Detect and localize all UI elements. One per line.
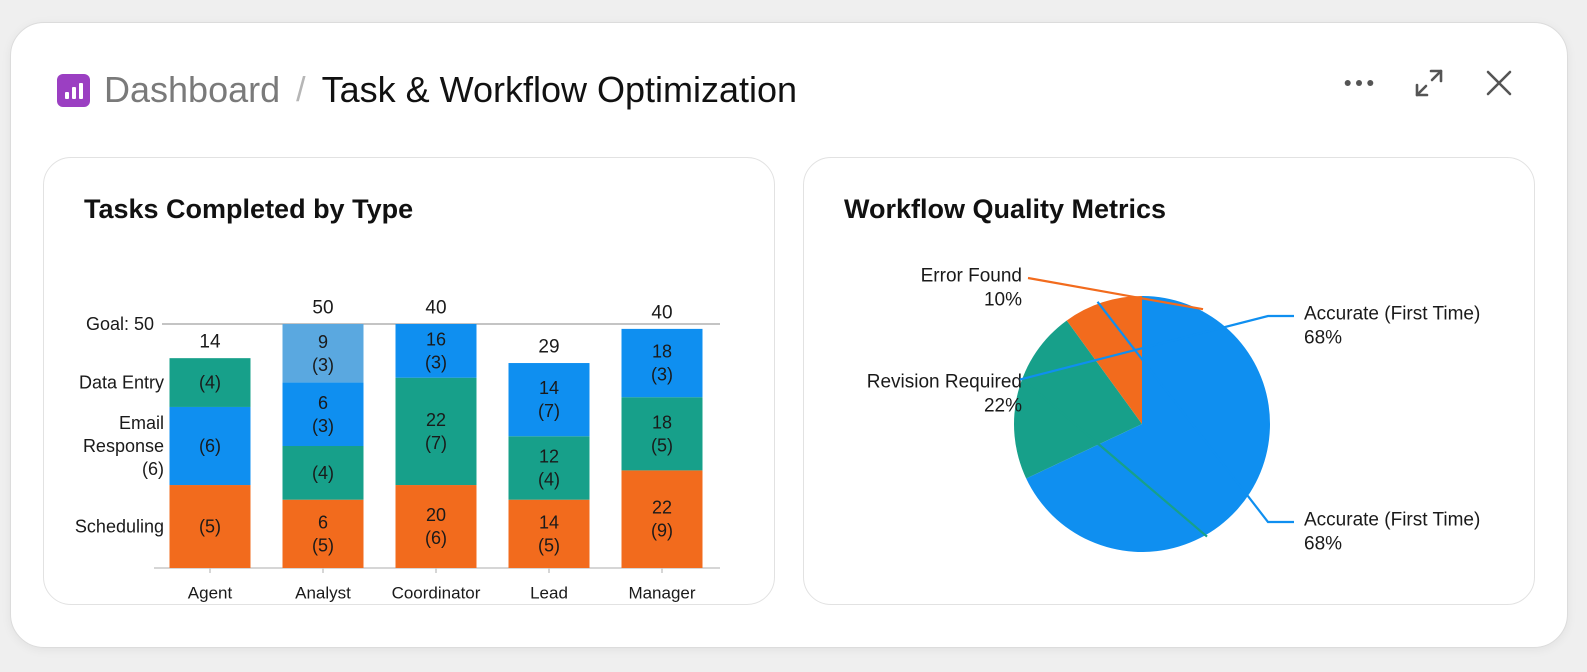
callout-label: Accurate (First Time) bbox=[1304, 510, 1480, 531]
bar-total-label: 50 bbox=[312, 298, 333, 319]
segment-label: (4) bbox=[312, 463, 334, 483]
breadcrumb-dashboard-link[interactable]: Dashboard bbox=[104, 69, 281, 110]
callout-label: 22% bbox=[984, 396, 1022, 417]
segment-label: 18 bbox=[652, 412, 672, 432]
close-icon bbox=[1486, 70, 1512, 96]
segment-label: (5) bbox=[538, 535, 560, 555]
segment-label: (5) bbox=[312, 535, 334, 555]
segment-label: (3) bbox=[312, 416, 334, 436]
bar-segment bbox=[395, 324, 477, 378]
segment-label: 6 bbox=[318, 512, 328, 532]
callout-leader bbox=[1027, 383, 1208, 538]
x-tick-label: Coordinator bbox=[392, 584, 481, 603]
bar-segment bbox=[621, 328, 703, 398]
segment-label: (9) bbox=[651, 521, 673, 541]
segment-label: 22 bbox=[426, 410, 446, 430]
segment-label: (7) bbox=[425, 433, 447, 453]
segment-label: (6) bbox=[199, 436, 221, 456]
breadcrumb-separator: / bbox=[296, 70, 306, 109]
pie-slice bbox=[1026, 296, 1270, 552]
window-actions bbox=[1343, 67, 1515, 99]
row-label: Scheduling bbox=[75, 517, 164, 537]
more-options-button[interactable] bbox=[1343, 67, 1375, 99]
page-title: Task & Workflow Optimization bbox=[321, 69, 798, 110]
callout-label: Error Found bbox=[921, 266, 1022, 287]
bar-total-label: 40 bbox=[651, 302, 672, 323]
bar-total-label: 40 bbox=[425, 298, 446, 319]
callout-leader bbox=[1019, 314, 1294, 381]
row-label: Email bbox=[119, 413, 164, 433]
bar-total-label: 29 bbox=[538, 337, 559, 358]
x-tick-label: Analyst bbox=[295, 584, 351, 603]
segment-label: (4) bbox=[538, 469, 560, 489]
close-button[interactable] bbox=[1483, 67, 1515, 99]
more-options-icon bbox=[1344, 79, 1374, 87]
segment-label: (4) bbox=[199, 373, 221, 393]
goal-label: Goal: 50 bbox=[86, 314, 154, 334]
bar-segment bbox=[621, 397, 703, 471]
callout-label: 68% bbox=[1304, 534, 1342, 555]
bar-segment bbox=[395, 377, 477, 486]
segment-label: (7) bbox=[538, 401, 560, 421]
bar-segment bbox=[621, 470, 703, 568]
x-tick-label: Lead bbox=[530, 584, 568, 603]
segment-label: 9 bbox=[318, 332, 328, 352]
segment-label: (6) bbox=[425, 528, 447, 548]
bar-segment bbox=[169, 485, 251, 568]
expand-button[interactable] bbox=[1413, 67, 1445, 99]
callout-label: Accurate (First Time) bbox=[1304, 304, 1480, 325]
bar-segment bbox=[282, 446, 364, 500]
segment-label: 14 bbox=[539, 378, 559, 398]
bar-segment bbox=[282, 499, 364, 568]
expand-icon bbox=[1415, 69, 1443, 97]
tasks-chart-card: Tasks Completed by Type Goal: 50 (5) (6) (4… bbox=[43, 157, 775, 605]
x-tick-label: Agent bbox=[188, 584, 233, 603]
row-label: (6) bbox=[142, 459, 164, 479]
bar-chart-icon bbox=[57, 73, 90, 107]
bar-total-label: 14 bbox=[199, 332, 221, 353]
bar-segment bbox=[395, 485, 477, 568]
breadcrumb: Dashboard / Task & Workflow Optimization bbox=[57, 69, 797, 111]
segment-label: 20 bbox=[426, 505, 446, 525]
callout-leader bbox=[1096, 301, 1294, 524]
tasks-stacked-bar-chart: Goal: 50 (5) (6) (4) 14 Agent 6 (5) (4) 6 (3) 9 (3) 5… bbox=[75, 298, 720, 603]
segment-label: (5) bbox=[651, 435, 673, 455]
pie-slice bbox=[1014, 320, 1142, 479]
bar-segment bbox=[508, 436, 590, 500]
segment-label: 12 bbox=[539, 446, 559, 466]
segment-label: (3) bbox=[312, 355, 334, 375]
bar-segment bbox=[169, 406, 251, 486]
bar-segment bbox=[169, 358, 251, 407]
bar-segment bbox=[282, 382, 364, 446]
segment-label: 16 bbox=[426, 329, 446, 349]
dashboard-window: Dashboard / Task & Workflow Optimization… bbox=[10, 22, 1568, 648]
quality-chart-card: Workflow Quality Metrics Error Found 10% R… bbox=[803, 157, 1535, 605]
quality-pie-chart: Error Found 10% Revision Required 22% Accura… bbox=[867, 266, 1481, 555]
pie-slice bbox=[1066, 296, 1142, 424]
segment-label: 18 bbox=[652, 342, 672, 362]
segment-label: 14 bbox=[539, 512, 559, 532]
segment-label: (3) bbox=[651, 365, 673, 385]
segment-label: (5) bbox=[199, 517, 221, 537]
callout-label: 10% bbox=[984, 290, 1022, 311]
quality-chart-title: Workflow Quality Metrics bbox=[844, 194, 1167, 224]
bar-segment bbox=[282, 324, 364, 383]
row-label: Response bbox=[83, 436, 164, 456]
callout-leader bbox=[1027, 276, 1204, 311]
segment-label: (3) bbox=[425, 352, 447, 372]
segment-label: 6 bbox=[318, 393, 328, 413]
tasks-chart-title: Tasks Completed by Type bbox=[84, 194, 414, 224]
row-label: Data Entry bbox=[79, 373, 164, 393]
bar-segment bbox=[508, 363, 590, 437]
bar-segment bbox=[508, 499, 590, 568]
callout-label: 68% bbox=[1304, 328, 1342, 349]
segment-label: 22 bbox=[652, 498, 672, 518]
callout-label: Revision Required bbox=[867, 372, 1022, 393]
x-tick-label: Manager bbox=[628, 584, 695, 603]
